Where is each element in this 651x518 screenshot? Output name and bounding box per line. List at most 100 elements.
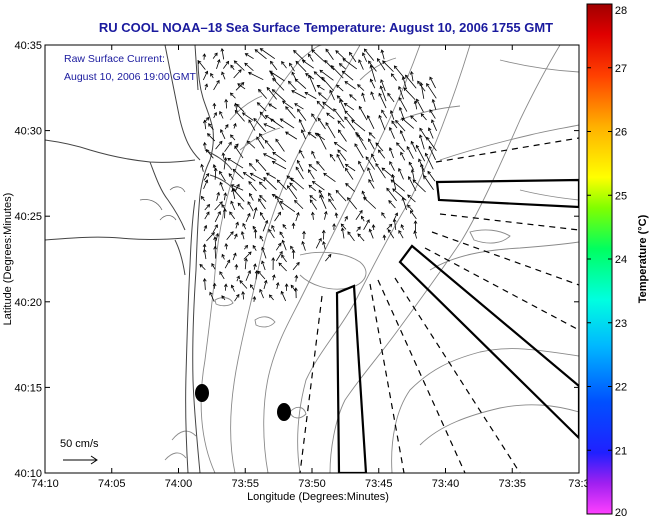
current-vector xyxy=(293,49,306,62)
current-vector xyxy=(357,233,365,242)
current-vector xyxy=(253,228,258,239)
current-vector xyxy=(344,110,355,122)
current-vector xyxy=(289,182,298,191)
current-vector xyxy=(400,151,406,161)
current-vector xyxy=(301,59,314,69)
current-vector xyxy=(307,132,317,139)
current-vector xyxy=(317,92,327,100)
current-vector xyxy=(202,53,207,60)
current-vector xyxy=(415,144,426,162)
current-vector xyxy=(274,211,282,222)
current-vector xyxy=(428,145,436,161)
current-vector xyxy=(378,92,387,109)
current-vector xyxy=(271,257,276,270)
x-tick-label: 74:05 xyxy=(98,478,126,490)
current-vector xyxy=(221,152,226,159)
current-vector xyxy=(268,294,274,301)
current-vector xyxy=(332,223,336,230)
current-vector xyxy=(254,49,267,60)
current-vector xyxy=(379,85,387,102)
current-vector xyxy=(336,153,345,169)
current-vector xyxy=(294,274,299,282)
current-vector xyxy=(223,156,228,170)
current-vector xyxy=(204,83,209,91)
current-vector xyxy=(413,100,418,110)
current-vector xyxy=(369,78,376,89)
current-vector xyxy=(257,270,266,280)
current-vector xyxy=(258,198,266,210)
current-vector xyxy=(263,123,276,130)
current-vector xyxy=(219,271,225,280)
current-vector xyxy=(222,208,227,219)
current-vector xyxy=(234,293,240,302)
current-vector xyxy=(214,211,221,223)
current-vector xyxy=(244,53,254,60)
current-vector xyxy=(291,249,296,259)
current-vector xyxy=(285,106,296,119)
current-vector xyxy=(234,263,239,270)
current-vector xyxy=(275,195,284,211)
current-vector xyxy=(321,229,326,240)
x-tick-label: 73:3 xyxy=(568,478,589,490)
current-vector xyxy=(336,95,344,103)
current-vector xyxy=(334,212,339,219)
current-vector xyxy=(335,50,346,60)
current-vector xyxy=(227,158,244,169)
current-vector xyxy=(351,119,366,132)
x-tick-label: 74:00 xyxy=(165,478,193,490)
current-vector xyxy=(420,113,427,121)
current-vector xyxy=(234,233,238,240)
current-vector xyxy=(328,192,334,201)
current-vector xyxy=(407,194,416,203)
current-vector xyxy=(237,202,244,210)
current-vector xyxy=(363,196,377,209)
current-vector xyxy=(295,211,300,222)
current-vector xyxy=(211,263,216,270)
current-vector xyxy=(328,198,337,210)
current-vector xyxy=(248,119,256,131)
current-vector xyxy=(205,148,214,159)
current-vector xyxy=(266,86,277,100)
current-vector xyxy=(261,260,266,271)
current-vector xyxy=(388,126,395,139)
current-vector xyxy=(248,192,254,201)
colorbar-tick-label: 26 xyxy=(615,127,627,139)
current-vector xyxy=(213,236,217,249)
current-vector xyxy=(392,218,397,231)
current-vector xyxy=(393,65,406,80)
current-vector xyxy=(214,201,223,211)
current-vector xyxy=(319,69,334,81)
current-vector xyxy=(339,99,346,111)
current-vector xyxy=(265,172,276,179)
current-vector xyxy=(282,223,287,230)
current-vector xyxy=(429,76,436,89)
current-vector xyxy=(253,207,258,219)
current-vector xyxy=(309,199,318,210)
current-vector xyxy=(210,72,214,79)
current-vector xyxy=(431,98,437,110)
current-vector xyxy=(390,73,397,81)
current-vector xyxy=(263,279,268,290)
current-vector xyxy=(219,181,224,191)
x-tick-label: 73:45 xyxy=(365,478,393,490)
current-vector xyxy=(401,196,407,211)
current-vector xyxy=(245,270,252,281)
current-vector xyxy=(410,115,417,122)
current-vector xyxy=(358,59,364,70)
current-vector xyxy=(431,119,437,131)
y-tick-label: 40:25 xyxy=(14,211,42,223)
current-vector xyxy=(216,191,221,201)
land-detail xyxy=(139,186,186,221)
current-vector xyxy=(224,98,229,109)
current-vector xyxy=(407,204,414,212)
current-vector xyxy=(363,219,370,231)
current-vector xyxy=(261,246,267,259)
current-vector xyxy=(308,74,317,92)
current-vector xyxy=(378,149,386,159)
current-vector xyxy=(236,275,240,282)
current-vector xyxy=(356,226,361,232)
current-vector xyxy=(289,62,295,72)
current-vector xyxy=(299,149,305,159)
current-vector xyxy=(243,244,249,250)
current-vector xyxy=(356,133,367,150)
